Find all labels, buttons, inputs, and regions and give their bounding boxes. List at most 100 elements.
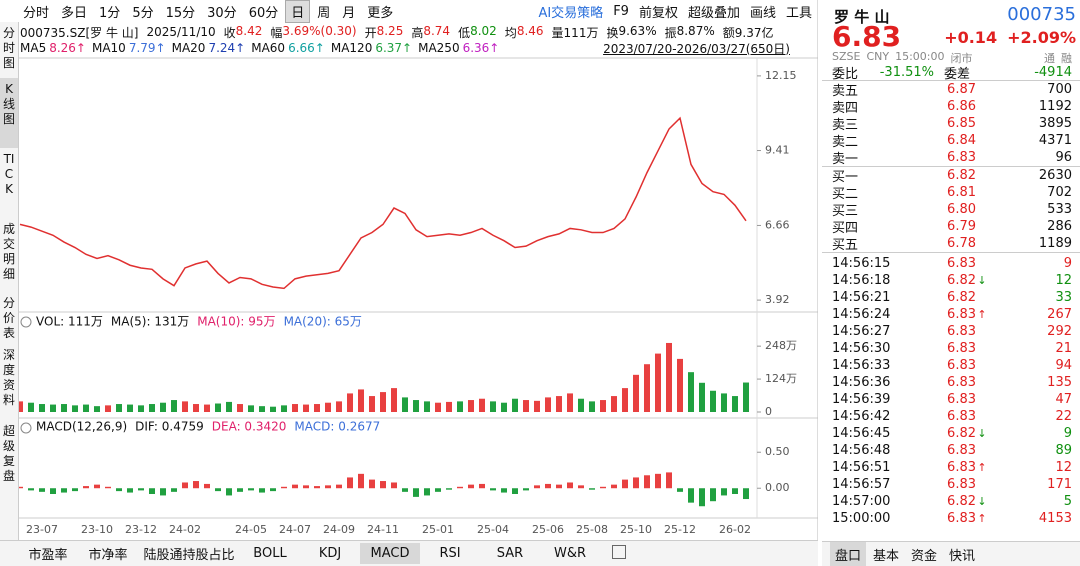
tool-button[interactable]: 超级叠加 — [687, 5, 740, 21]
side-tab[interactable]: 成交明细 — [2, 222, 15, 281]
side-tab[interactable]: 分价表 — [2, 296, 15, 340]
tool-button[interactable]: 画线 — [749, 5, 776, 21]
indicator-tab[interactable]: MACD — [360, 543, 420, 564]
side-tab[interactable]: 深度资料 — [2, 348, 15, 407]
tool-button[interactable]: AI交易策略 — [538, 5, 604, 21]
x-tick-label: 24-11 — [367, 523, 399, 536]
info-value: 3.69%(0.30) — [282, 23, 357, 38]
trade-row: 14:56:45 6.82 ↓ 9 — [832, 425, 1072, 442]
bar — [567, 482, 573, 489]
bar — [655, 473, 661, 489]
indicator-tab[interactable]: 市净率 — [88, 548, 128, 563]
period-tab[interactable]: 多日 — [61, 5, 88, 21]
add-tab-icon[interactable] — [612, 545, 626, 559]
x-tick-label: 24-02 — [169, 523, 201, 536]
indicator-tab[interactable]: BOLL — [253, 546, 287, 561]
bar — [325, 485, 331, 489]
book-price: 6.86 — [947, 99, 976, 114]
ma-value: 6.36↑ — [462, 41, 500, 55]
side-tabs: 分时图 K线图 TICK 成交明细分价表深度资料超级复盘 — [0, 22, 19, 540]
trade-arrow: ↑ — [977, 461, 987, 474]
legend-text: VOL: 111万 — [36, 315, 103, 329]
bar — [116, 488, 122, 492]
period-tab[interactable]: 15分 — [165, 5, 196, 21]
help-icon[interactable] — [20, 316, 32, 328]
book-label: 卖一 — [832, 152, 859, 167]
indicator-tab[interactable]: RSI — [439, 546, 461, 561]
bar — [534, 485, 540, 489]
panel-tab[interactable]: 快讯 — [949, 548, 976, 564]
bar — [237, 404, 243, 412]
bar — [138, 488, 144, 491]
change: +0.14 +2.09% — [944, 28, 1076, 47]
period-tab[interactable]: 分时 — [23, 5, 50, 21]
panel-tab[interactable]: 盘口 — [830, 541, 867, 566]
book-row: 卖四 6.86 1192 — [832, 98, 1072, 116]
indicator-tab[interactable]: W&R — [553, 546, 587, 561]
x-tick-label: 23-12 — [125, 523, 157, 536]
panel-tab[interactable]: 资金 — [911, 548, 938, 564]
indicator-tab[interactable]: SAR — [496, 546, 524, 561]
ma-name: MA60 — [251, 41, 286, 55]
bar — [193, 481, 199, 489]
tool-button[interactable]: 前复权 — [638, 5, 678, 21]
trade-time: 14:56:27 — [832, 324, 891, 339]
y-tick-label: 124万 — [765, 372, 797, 385]
bar — [545, 483, 551, 489]
indicator-tab[interactable]: 市盈率 — [28, 548, 68, 563]
side-tab[interactable]: 分时图 — [2, 26, 15, 70]
x-tick-label: 24-07 — [279, 523, 311, 536]
bar — [182, 401, 188, 412]
bar — [149, 404, 155, 412]
period-tab[interactable]: 更多 — [367, 5, 394, 21]
tag: 通 — [1044, 52, 1055, 65]
info-line: 000735.SZ[罗 牛 山] 2025/11/10 收 8.42 幅 3.69%(0.… — [20, 23, 773, 41]
indicator-tab[interactable]: 陆股通持股占比 — [143, 548, 235, 563]
book-volume: 4371 — [1038, 133, 1072, 148]
book-volume: 2630 — [1038, 168, 1072, 183]
period-tab[interactable]: 日 — [285, 0, 311, 23]
y-tick-label: 0.50 — [765, 445, 790, 458]
bar — [512, 398, 518, 412]
x-tick-label: 25-06 — [532, 523, 564, 536]
book-label: 买四 — [832, 221, 859, 236]
x-tick-label: 24-05 — [235, 523, 267, 536]
period-tab[interactable]: 30分 — [207, 5, 237, 21]
price-line — [19, 116, 747, 290]
x-tick-label: 25-12 — [664, 523, 696, 536]
tool-button[interactable]: 工具 — [785, 5, 812, 21]
period-tab[interactable]: 5分 — [132, 5, 154, 21]
trade-arrow: ↑ — [977, 512, 987, 525]
period-tab[interactable]: 1分 — [99, 5, 121, 21]
x-tick-label: 26-02 — [719, 523, 751, 536]
trade-volume: 33 — [1055, 290, 1072, 305]
bar — [402, 488, 408, 492]
bar — [314, 404, 320, 412]
bar — [303, 485, 309, 489]
help-icon[interactable] — [20, 422, 32, 434]
info-label: 幅 — [270, 25, 283, 40]
bar — [380, 392, 386, 412]
bar — [83, 486, 89, 489]
period-tab[interactable]: 60分 — [248, 5, 279, 21]
side-tab[interactable]: K线图 — [0, 78, 18, 148]
x-tick-label: 25-10 — [620, 523, 652, 536]
book-row: 买三 6.80 533 — [832, 201, 1072, 219]
trade-volume: 135 — [1047, 375, 1072, 390]
info-item: 收 8.42 — [224, 24, 263, 41]
info-label: 高 — [411, 25, 424, 40]
trade-price: 6.83 — [947, 256, 976, 271]
period-tab[interactable]: 月 — [342, 5, 356, 21]
panel-tab[interactable]: 基本 — [873, 548, 900, 564]
side-tab[interactable]: TICK — [3, 152, 15, 196]
info-item: 额 9.37亿 — [723, 24, 774, 41]
period-tab[interactable]: 周 — [317, 5, 331, 21]
side-tab[interactable]: 超级复盘 — [2, 424, 15, 483]
trade-volume: 4153 — [1038, 511, 1072, 526]
info-value: 111万 — [563, 25, 599, 40]
tool-button[interactable]: F9 — [613, 3, 629, 19]
book-price: 6.81 — [947, 185, 976, 200]
indicator-tab[interactable]: KDJ — [318, 546, 342, 561]
trade-price: 6.83 — [947, 392, 976, 407]
bar — [215, 403, 221, 412]
